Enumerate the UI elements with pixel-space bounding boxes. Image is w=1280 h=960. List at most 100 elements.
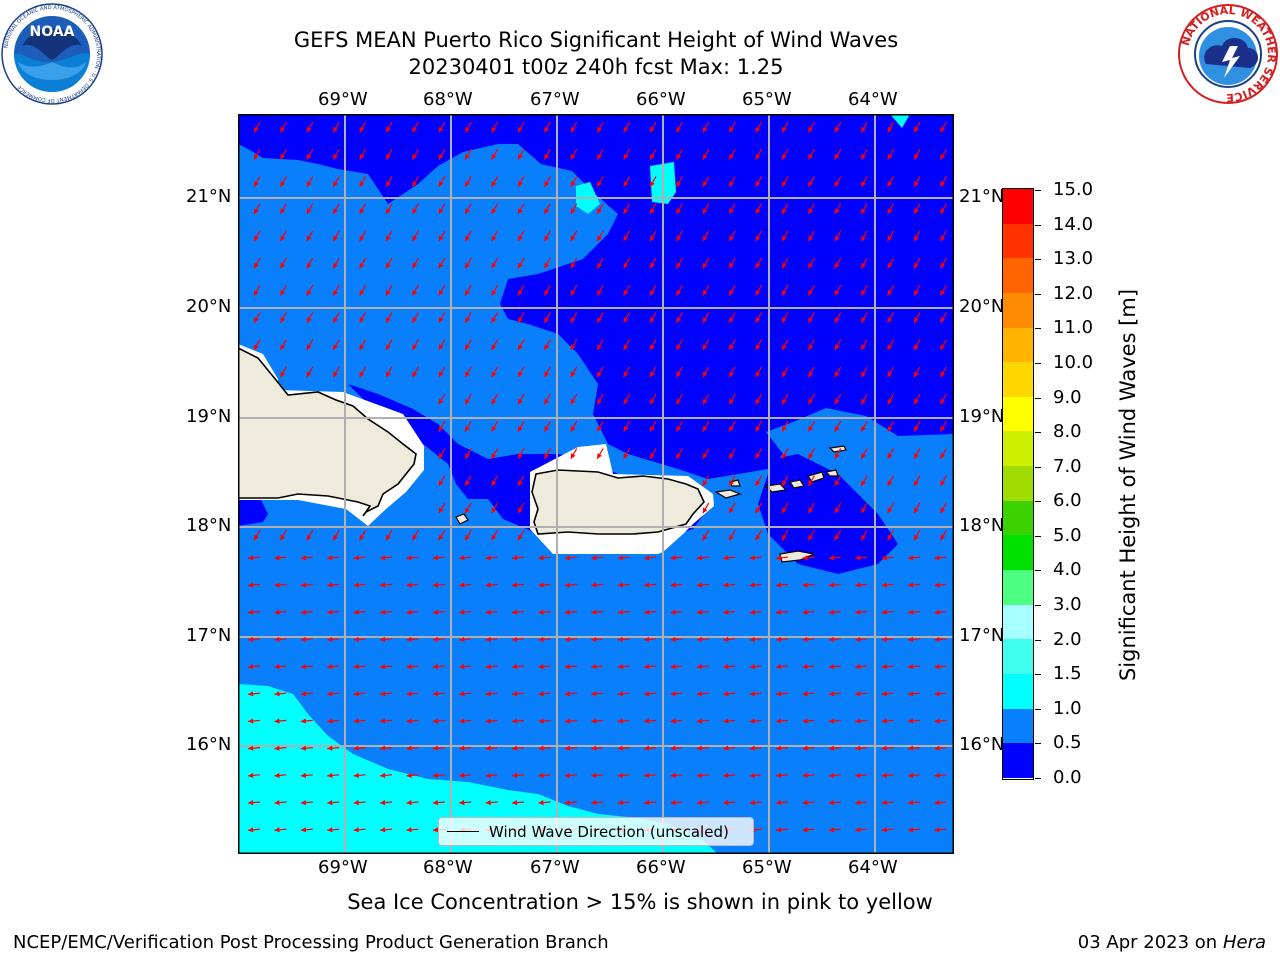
colorbar-tick-mark	[1035, 432, 1041, 434]
wave-direction-arrowhead	[670, 691, 676, 697]
wave-direction-arrowhead	[591, 636, 597, 643]
wave-direction-arrowhead	[597, 425, 602, 432]
lat-label-left: 18°N	[186, 515, 232, 536]
wave-direction-arrowhead	[908, 582, 914, 588]
wave-direction-arrowhead	[280, 289, 286, 296]
wave-direction-arrowhead	[459, 800, 465, 806]
wave-direction-arrowhead	[782, 534, 787, 541]
wave-direction-arrowhead	[518, 344, 523, 350]
wave-direction-arrowhead	[491, 425, 497, 432]
wave-direction-arrowhead	[828, 636, 835, 643]
wave-direction-arrowhead	[940, 344, 946, 350]
wave-direction-arrowhead	[623, 289, 629, 296]
colorbar-tick-mark	[1035, 362, 1041, 364]
wave-direction-arrowhead	[254, 153, 259, 160]
wave-direction-arrowhead	[359, 235, 365, 242]
wave-direction-arrowhead	[353, 745, 359, 751]
wave-direction-arrowhead	[644, 718, 650, 724]
wave-direction-arrowhead	[940, 534, 946, 541]
wave-direction-arrowhead	[914, 317, 919, 323]
wave-direction-arrowhead	[723, 745, 729, 751]
wave-direction-arrowhead	[544, 425, 550, 432]
colorbar-segment	[1003, 327, 1033, 363]
wave-direction-arrowhead	[776, 691, 782, 697]
wave-direction-arrowhead	[465, 208, 470, 214]
wave-direction-arrowhead	[570, 317, 576, 323]
wave-direction-arrowhead	[544, 398, 550, 405]
wave-direction-arrowhead	[861, 126, 866, 133]
wave-direction-arrowhead	[386, 181, 391, 187]
lon-label-bottom: 64°W	[848, 857, 898, 878]
colorbar-tick-label: 15.0	[1053, 179, 1094, 200]
wave-direction-arrowhead	[696, 636, 703, 643]
wave-direction-arrowhead	[380, 609, 386, 615]
wave-direction-arrowhead	[729, 398, 734, 405]
wave-direction-arrowhead	[380, 636, 386, 643]
colorbar-tick-mark	[1035, 570, 1041, 572]
wave-direction-arrowhead	[755, 262, 761, 269]
wave-direction-arrowhead	[828, 772, 835, 779]
wave-direction-arrowhead	[617, 718, 623, 724]
wave-direction-arrowhead	[591, 772, 597, 779]
wave-direction-arrowhead	[650, 235, 655, 242]
wave-direction-arrowhead	[908, 772, 914, 779]
wave-direction-arrowhead	[248, 582, 254, 588]
wave-direction-arrowhead	[491, 480, 497, 486]
wave-direction-arrowhead	[776, 718, 782, 724]
colorbar-tick-label: 1.0	[1053, 697, 1082, 719]
wave-direction-arrowhead	[914, 453, 919, 459]
colorbar-tick-label: 0.5	[1053, 732, 1082, 754]
wave-direction-arrowhead	[353, 772, 359, 779]
wave-direction-arrowhead	[544, 344, 550, 350]
sea-ice-note: Sea Ice Concentration > 15% is shown in …	[347, 890, 933, 914]
wave-direction-arrowhead	[617, 745, 623, 751]
wave-direction-arrowhead	[861, 534, 866, 541]
wave-direction-arrowhead	[359, 126, 365, 133]
colorbar-segment	[1003, 604, 1033, 640]
wave-direction-arrowhead	[512, 555, 518, 561]
wave-direction-arrowhead	[755, 507, 761, 514]
wave-direction-arrowhead	[908, 800, 914, 806]
wave-direction-arrowhead	[676, 262, 682, 269]
wave-direction-arrowhead	[570, 208, 576, 214]
wave-direction-arrowhead	[432, 555, 439, 561]
wave-direction-arrowhead	[518, 480, 523, 486]
wave-direction-arrowhead	[940, 480, 946, 486]
wave-direction-arrowhead	[676, 126, 682, 133]
lat-label-left: 20°N	[186, 296, 232, 317]
wave-direction-arrowhead	[729, 262, 734, 269]
wave-direction-arrowhead	[254, 235, 259, 242]
wave-direction-arrowhead	[934, 800, 940, 806]
wave-direction-arrowhead	[861, 507, 866, 514]
wave-direction-arrowhead	[940, 181, 946, 187]
wave-direction-arrowhead	[861, 398, 866, 405]
wave-direction-arrowhead	[940, 371, 946, 378]
wave-direction-arrowhead	[406, 555, 412, 561]
wave-direction-arrowhead	[908, 745, 914, 751]
lon-label-bottom: 66°W	[636, 857, 686, 878]
wave-direction-arrowhead	[617, 664, 623, 670]
wave-direction-arrowhead	[518, 181, 523, 187]
wave-direction-arrowhead	[459, 718, 465, 724]
wave-direction-arrowhead	[359, 371, 365, 378]
wave-direction-arrowhead	[333, 262, 338, 269]
wave-direction-arrowhead	[723, 609, 729, 615]
wave-direction-arrowhead	[881, 664, 887, 670]
wave-direction-arrowhead	[491, 235, 497, 242]
wave-direction-arrowhead	[274, 772, 280, 779]
wave-direction-arrowhead	[755, 289, 761, 296]
wave-direction-arrowhead	[887, 507, 893, 514]
wave-direction-arrowhead	[465, 181, 470, 187]
colorbar-tick-label: 5.0	[1053, 524, 1082, 546]
wave-direction-arrowhead	[861, 371, 866, 378]
wave-direction-arrowhead	[914, 208, 919, 214]
wave-direction-arrowhead	[808, 235, 814, 242]
wave-direction-arrowhead	[828, 664, 835, 670]
wave-direction-arrowhead	[591, 718, 597, 724]
lat-label-left: 17°N	[186, 625, 232, 646]
wave-direction-arrowhead	[254, 126, 259, 133]
wave-direction-arrowhead	[729, 235, 734, 242]
wave-direction-arrowhead	[459, 745, 465, 751]
wave-direction-arrowhead	[518, 398, 523, 405]
chart-title: GEFS MEAN Puerto Rico Significant Height…	[293, 28, 899, 52]
